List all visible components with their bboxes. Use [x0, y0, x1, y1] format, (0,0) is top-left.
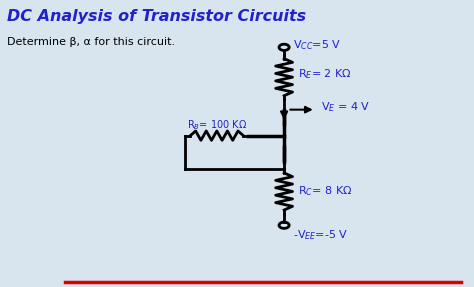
Text: R$_C$= 8 KΩ: R$_C$= 8 KΩ [298, 185, 352, 198]
Text: -V$_{EE}$=-5 V: -V$_{EE}$=-5 V [293, 228, 349, 242]
Text: R$_E$= 2 KΩ: R$_E$= 2 KΩ [298, 68, 351, 82]
Text: DC Analysis of Transistor Circuits: DC Analysis of Transistor Circuits [7, 9, 306, 24]
Text: V$_{CC}$=5 V: V$_{CC}$=5 V [293, 38, 342, 52]
Text: Determine β, α for this circuit.: Determine β, α for this circuit. [7, 37, 175, 47]
Text: V$_E$ = 4 V: V$_E$ = 4 V [321, 100, 370, 114]
Text: R$_B$= 100 KΩ: R$_B$= 100 KΩ [187, 118, 247, 132]
